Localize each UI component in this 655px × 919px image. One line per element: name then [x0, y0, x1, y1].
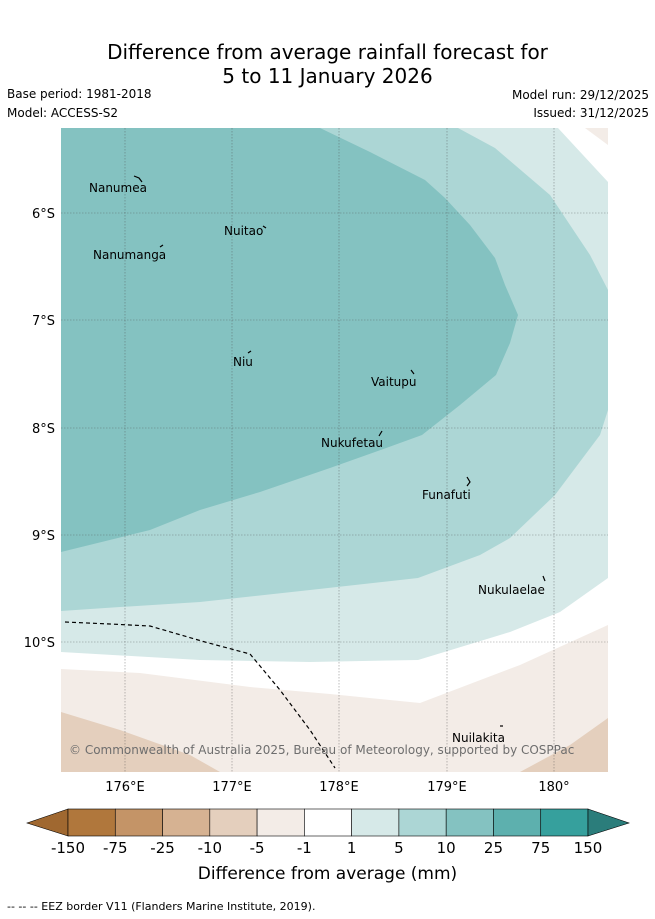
place-labels: Nanumea Nuitao Nanumanga Niu Vaitupu Nuk… — [89, 181, 545, 745]
colorbar-segment — [67, 808, 116, 837]
colorbar-segment — [351, 808, 400, 837]
lon-tick-178e: 178°E — [319, 780, 359, 795]
lat-tick-labels: 6°S 7°S 8°S 9°S 10°S — [24, 207, 55, 651]
issued-text: Issued: 31/12/2025 — [533, 106, 649, 120]
label-nukulaelae: Nukulaelae — [478, 583, 545, 597]
model-run-text: Model run: 29/12/2025 — [511, 88, 649, 102]
zone-wet-10-to-25 — [61, 128, 518, 552]
colorbar-tick-labels: -150 -75 -25 -10 -5 -1 1 5 10 25 75 150 — [51, 839, 602, 857]
island-nanumanga — [159, 244, 164, 248]
colorbar-tick-label: -25 — [150, 839, 175, 857]
label-nuilakita: Nuilakita — [452, 731, 505, 745]
lon-tick-180: 180° — [538, 780, 569, 795]
zone-dry-top-corner — [585, 128, 608, 145]
island-niu — [247, 350, 252, 354]
zone-dry-5-to-10-se — [520, 718, 608, 772]
lat-gridlines — [61, 212, 608, 643]
colorbar-segment — [445, 808, 494, 837]
colorbar-tick-label: 5 — [394, 839, 404, 857]
colorbar-tick-label: 75 — [531, 839, 550, 857]
colorbar-tick-label: 25 — [484, 839, 503, 857]
island-funafuti — [466, 476, 471, 487]
colorbar-segment — [398, 808, 447, 837]
colorbar-tick-label: -10 — [198, 839, 223, 857]
label-niu: Niu — [233, 355, 253, 369]
label-vaitupu: Vaitupu — [371, 375, 417, 389]
colorbar-segment — [162, 808, 211, 837]
colorbar-tick-label: -75 — [103, 839, 128, 857]
legend-title: Difference from average (mm) — [197, 864, 458, 884]
colorbar-segment — [540, 808, 589, 837]
colorbar-tick-label: -150 — [51, 839, 85, 857]
lon-gridlines — [124, 128, 555, 772]
rainfall-map: Nanumea Nuitao Nanumanga Niu Vaitupu Nuk… — [24, 128, 608, 795]
colorbar-segment — [304, 808, 352, 837]
lat-tick-8s: 8°S — [32, 422, 55, 437]
label-nukufetau: Nukufetau — [321, 436, 383, 450]
colorbar-tick-label: 1 — [347, 839, 357, 857]
eez-footnote: -- -- -- EEZ border V11 (Flanders Marine… — [7, 900, 316, 913]
rainfall-contours: Nanumea Nuitao Nanumanga Niu Vaitupu Nuk… — [61, 128, 608, 772]
title-line-1: Difference from average rainfall forecas… — [107, 40, 548, 64]
island-vaitupu — [410, 369, 415, 375]
island-marks — [133, 175, 546, 727]
zone-dry-1-to-5 — [61, 625, 608, 772]
lat-tick-6s: 6°S — [32, 207, 55, 222]
lat-tick-7s: 7°S — [32, 314, 55, 329]
lon-tick-177e: 177°E — [212, 780, 252, 795]
island-nukulaelae — [542, 575, 546, 582]
colorbar-segment — [114, 808, 163, 837]
lon-tick-176e: 176°E — [105, 780, 145, 795]
island-nanumea — [133, 175, 143, 183]
map-title: Difference from average rainfall forecas… — [0, 40, 655, 88]
label-nanumea: Nanumea — [89, 181, 147, 195]
lat-tick-9s: 9°S — [32, 529, 55, 544]
eez-border — [64, 621, 336, 769]
model-text: Model: ACCESS-S2 — [7, 106, 119, 120]
colorbar-segment — [209, 808, 258, 837]
colorbar-tick-label: 150 — [574, 839, 603, 857]
colorbar-extend-high — [587, 808, 630, 837]
lon-tick-179e: 179°E — [427, 780, 467, 795]
base-period-text: Base period: 1981-2018 — [7, 87, 152, 101]
colorbar-tick-label: -5 — [250, 839, 265, 857]
label-funafuti: Funafuti — [422, 488, 471, 502]
island-nukufetau — [378, 430, 383, 437]
colorbar: -150 -75 -25 -10 -5 -1 1 5 10 25 75 150 — [26, 808, 630, 857]
colorbar-segment — [256, 808, 305, 837]
title-line-2: 5 to 11 January 2026 — [222, 64, 433, 88]
colorbar-tick-label: 10 — [437, 839, 456, 857]
colorbar-segments — [67, 808, 589, 837]
label-nanumanga: Nanumanga — [93, 248, 166, 262]
colorbar-extend-low — [26, 808, 69, 837]
zone-dry-5-to-10 — [61, 712, 220, 772]
copyright-text: © Commonwealth of Australia 2025, Bureau… — [69, 743, 574, 757]
label-nuitao: Nuitao — [224, 224, 263, 238]
lon-tick-labels: 176°E 177°E 178°E 179°E 180° — [105, 780, 569, 795]
colorbar-tick-label: -1 — [297, 839, 312, 857]
lat-tick-10s: 10°S — [24, 636, 55, 651]
island-nuitao — [262, 225, 267, 229]
colorbar-segment — [493, 808, 542, 837]
